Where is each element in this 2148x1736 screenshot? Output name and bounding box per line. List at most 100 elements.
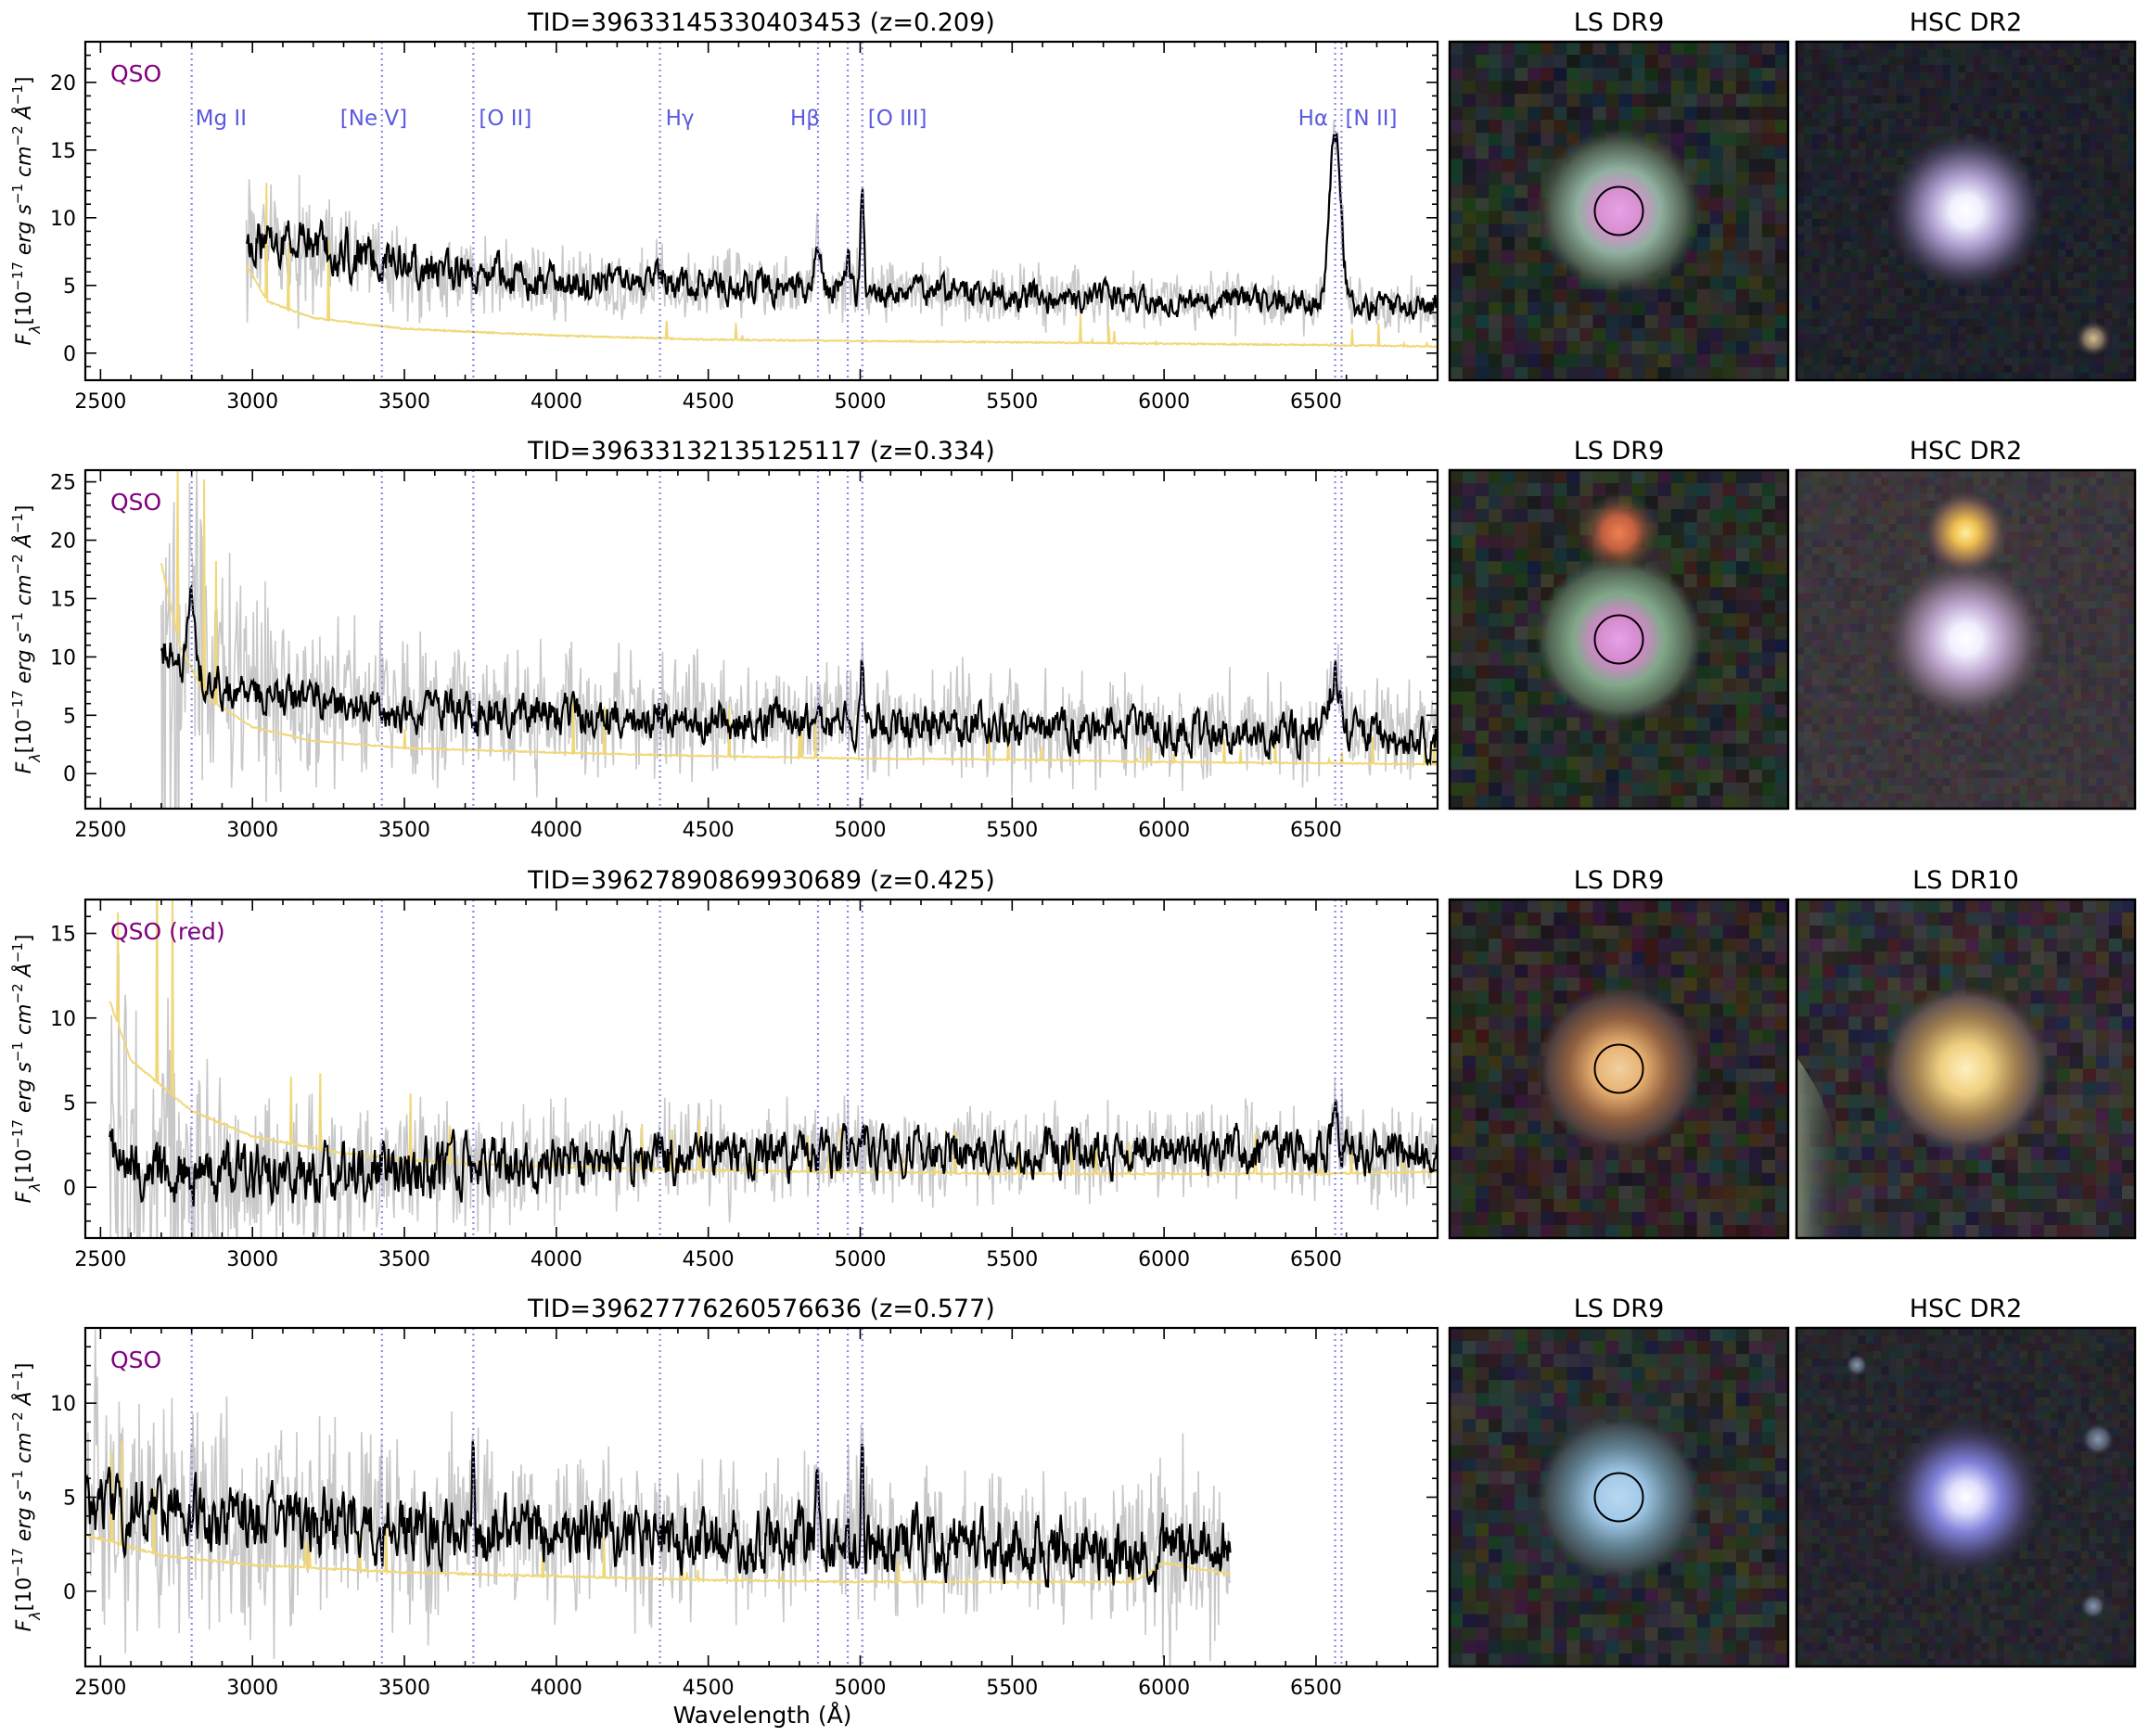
x-tick-label: 6000 (1138, 390, 1190, 414)
x-tick-label: 4000 (531, 1677, 582, 1700)
x-tick-label: 4000 (531, 819, 582, 842)
cutout-title: HSC DR2 (1910, 437, 2023, 466)
observed-flux-series (245, 121, 1438, 337)
y-axis-label-part: ] (13, 1363, 36, 1372)
x-tick-label: 5000 (834, 1248, 886, 1271)
y-axis-label-part: −17 (9, 690, 26, 720)
y-axis-label-part: cm (13, 1432, 36, 1470)
y-axis-label-part: −1 (9, 1470, 26, 1490)
plot-area (109, 900, 1438, 1238)
x-tick-label: 2500 (74, 1677, 126, 1700)
cutout-frame (1795, 468, 2137, 811)
y-tick-label: 5 (63, 705, 76, 728)
y-axis-label-part: −2 (9, 125, 26, 146)
emission-line-label: [O III] (868, 107, 927, 131)
source-blob (1535, 1413, 1703, 1581)
cutout-image: LS DR9 (1448, 8, 1790, 382)
cutout-title: LS DR9 (1574, 866, 1665, 895)
x-tick-label: 3000 (226, 1677, 278, 1700)
spectrum-panel-3: TID=39627890869930689 (z=0.425) QSO (red)… (9, 866, 2137, 1271)
y-tick-label: 20 (50, 72, 76, 96)
y-axis-label-part: cm (13, 1003, 36, 1041)
y-axis-label-part: cm (13, 574, 36, 612)
spectrum-panel-4: TID=39627776260576636 (z=0.577) QSO 2500 30… (9, 1295, 2137, 1700)
cutout-image: LS DR9 (1448, 1295, 1790, 1668)
y-axis-label-part: [10 (13, 1149, 36, 1183)
panel-title: TID=39627890869930689 (z=0.425) (527, 866, 995, 895)
y-axis-label: Fλ[10−17 erg s−1 cm−2 Å−1] (9, 935, 44, 1204)
x-tick-label: 6000 (1138, 819, 1190, 842)
smoothed-flux-series (245, 133, 1438, 321)
y-tick-label: 10 (50, 208, 76, 231)
emission-line-label: Hα (1298, 107, 1328, 131)
y-axis-label-part: −1 (9, 84, 26, 105)
cutout-frame (1795, 898, 2137, 1240)
cutout-frame (1448, 468, 1790, 811)
panels: TID=39633145330403453 (z=0.209) Mg II [Ne … (9, 8, 2137, 1700)
neighbor-source (2080, 1593, 2106, 1619)
y-axis-label-part: F (13, 1619, 36, 1631)
plot-area (245, 121, 1438, 349)
y-tick-label: 5 (63, 275, 76, 299)
y-axis-label-part: −2 (9, 1411, 26, 1432)
y-axis-label-part: λ (26, 753, 44, 762)
y-axis-label-part: −17 (9, 262, 26, 291)
smoothed-flux-series (160, 583, 1438, 767)
y-tick-label: 0 (63, 343, 76, 366)
x-axis-label: Wavelength (Å) (673, 1702, 852, 1729)
panel-title: TID=39633145330403453 (z=0.209) (527, 8, 995, 37)
y-axis-label-part: F (13, 1191, 36, 1203)
emission-line-label: Mg II (196, 107, 247, 131)
cutout-frame (1448, 1326, 1790, 1668)
y-axis-label-part: −2 (9, 983, 26, 1003)
x-tick-label: 5500 (986, 1677, 1038, 1700)
y-axis-label: Fλ[10−17 erg s−1 cm−2 Å−1] (9, 505, 44, 774)
x-tick-label: 6000 (1138, 1248, 1190, 1271)
cutout-image: LS DR9 (1448, 866, 1790, 1240)
neighbor-source (2081, 1423, 2115, 1456)
source-blob (1535, 127, 1703, 295)
fiber-aperture-circle (1593, 1043, 1644, 1094)
cutout-title: LS DR9 (1574, 8, 1665, 37)
y-tick-label: 25 (50, 472, 76, 495)
y-axis-label-part: −17 (9, 1548, 26, 1577)
x-tick-label: 5000 (834, 390, 886, 414)
y-axis-label-part: −17 (9, 1119, 26, 1149)
fiber-aperture-circle (1593, 1472, 1644, 1523)
y-axis-label-part: Å (11, 1391, 36, 1411)
neighbor-source (2075, 320, 2112, 357)
cutout-image: LS DR10 (1795, 866, 2137, 1240)
x-tick-label: 4500 (683, 390, 735, 414)
y-tick-label: 10 (50, 1008, 76, 1031)
source-blob (1886, 132, 2045, 290)
y-axis-label-part: [10 (13, 1577, 36, 1612)
x-tick-label: 5500 (986, 390, 1038, 414)
x-tick-label: 6500 (1290, 390, 1342, 414)
y-axis-label-part: −1 (9, 942, 26, 963)
class-label: QSO (110, 60, 161, 87)
source-blob (1535, 985, 1703, 1153)
neighbor-source (1577, 491, 1661, 575)
x-tick-label: 5000 (834, 819, 886, 842)
plot-area (160, 470, 1438, 809)
observed-flux-series (85, 1329, 1232, 1666)
source-blob (1886, 560, 2045, 719)
y-axis-label-part: ] (13, 935, 36, 943)
emission-line-label: [O II] (479, 107, 531, 131)
source-blob (1882, 985, 2050, 1153)
y-axis-label: Fλ[10−17 erg s−1 cm−2 Å−1] (9, 1363, 44, 1632)
x-tick-label: 4500 (683, 1677, 735, 1700)
x-tick-label: 6000 (1138, 1677, 1190, 1700)
cutout-frame (1795, 40, 2137, 382)
cutout-title: LS DR10 (1912, 866, 2019, 895)
y-axis-label: Fλ[10−17 erg s−1 cm−2 Å−1] (9, 77, 44, 346)
y-axis-label-part: Å (11, 105, 36, 125)
x-tick-label: 2500 (74, 1248, 126, 1271)
cutout-title: LS DR9 (1574, 437, 1665, 466)
class-label: QSO (110, 1347, 161, 1373)
cutout-title: LS DR9 (1574, 1295, 1665, 1323)
panel-title: TID=39633132135125117 (z=0.334) (527, 437, 995, 466)
cutout-image: HSC DR2 (1795, 437, 2137, 811)
x-tick-label: 3000 (226, 819, 278, 842)
